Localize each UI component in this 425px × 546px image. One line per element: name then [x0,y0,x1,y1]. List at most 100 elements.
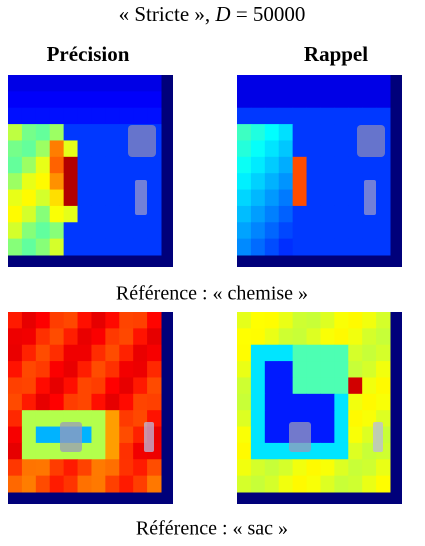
pants-icon [135,180,147,215]
heatmap-cell [147,239,161,256]
heatmap-cell [147,312,161,329]
heatmap-cell [265,345,279,362]
heatmap-cell [320,173,334,190]
heatmap-cell [8,157,22,174]
figure-title: « Stricte », D = 50000 [119,2,306,26]
heatmap-cell [8,140,22,157]
heatmap-cell [50,190,64,207]
pants-icon [144,422,154,452]
heatmap-cell [348,312,362,329]
heatmap-cell [50,377,64,394]
heatmap-cell [91,140,105,157]
heatmap-cell [133,361,147,378]
heatmap-cell [78,312,92,329]
heatmap-cell [50,108,64,125]
heatmap-cell [376,75,390,92]
heatmap-cell [320,377,334,394]
heatmap-cell [147,173,161,190]
heatmap-cell [105,377,119,394]
heatmap-cell [279,140,293,157]
heatmap-cell [237,157,251,174]
heatmap-cell [376,173,390,190]
heatmap-cell [64,312,78,329]
bag-icon [128,125,156,157]
heatmap-cell [133,312,147,329]
heatmap-cell [147,361,161,378]
shirt-icon [60,422,82,452]
heatmap-cell [320,345,334,362]
pants-icon [364,180,376,215]
heatmap-cell [320,476,334,493]
heatmap-cell [348,222,362,239]
heatmap [8,312,173,504]
heatmap-cell [265,394,279,411]
heatmap-cell [64,75,78,92]
heatmap-cell [334,124,348,141]
heatmap-cell [237,140,251,157]
heatmap-cell [50,361,64,378]
heatmap-cell [36,124,50,141]
pants-icon [373,422,383,452]
heatmap-cell [320,124,334,141]
heatmap-cell [22,75,36,92]
figure: « Stricte », D = 50000 Précision Rappel … [0,0,425,546]
heatmap-cell [105,328,119,345]
heatmap-cell [78,239,92,256]
heatmap-cell [91,312,105,329]
heatmap-cell [64,190,78,207]
heatmap-cell [251,328,265,345]
heatmap-cell [251,476,265,493]
heatmap-cell [133,328,147,345]
heatmap-cell [237,410,251,427]
heatmap-cell [362,108,376,125]
heatmap-cell [279,75,293,92]
heatmap-cell [334,222,348,239]
heatmap-cell [22,377,36,394]
heatmap-cell [64,222,78,239]
heatmap-cell [307,173,321,190]
heatmap-cell [36,345,50,362]
heatmap-cell [119,239,133,256]
heatmap-cell [64,377,78,394]
heatmap-cell [8,75,22,92]
heatmap-cell [307,140,321,157]
heatmap-cell [119,157,133,174]
heatmap-cell [91,239,105,256]
heatmap-cell [265,140,279,157]
heatmap-cell [307,377,321,394]
heatmap-cell [147,345,161,362]
heatmap-cell [348,190,362,207]
heatmap-cell [105,124,119,141]
heatmap-cell [133,91,147,108]
heatmap-cell [105,206,119,223]
heatmap-cell [307,91,321,108]
heatmap-cell [133,459,147,476]
heatmap-cell [8,239,22,256]
heatmap-cell [334,190,348,207]
heatmap-cell [334,410,348,427]
heatmap-cell [36,312,50,329]
heatmap-cell [293,222,307,239]
heatmap-cell [91,75,105,92]
heatmap-cell [64,361,78,378]
heatmap-cell [251,75,265,92]
heatmap-cell [376,190,390,207]
heatmap-cell [22,239,36,256]
heatmap-cell [279,476,293,493]
heatmap-cell [8,312,22,329]
heatmap-cell [376,239,390,256]
heatmap-cell [376,222,390,239]
heatmap-cell [237,91,251,108]
heatmap-cell [293,75,307,92]
heatmap-cell [8,108,22,125]
heatmap-cell [133,222,147,239]
heatmap-cell [105,75,119,92]
heatmap-cell [251,124,265,141]
heatmap-cell [22,443,36,460]
heatmap-cell [22,173,36,190]
heatmap-cell [265,222,279,239]
heatmap-cell [22,361,36,378]
heatmap-cell [22,140,36,157]
heatmap-cell [251,361,265,378]
heatmap-cell [91,190,105,207]
